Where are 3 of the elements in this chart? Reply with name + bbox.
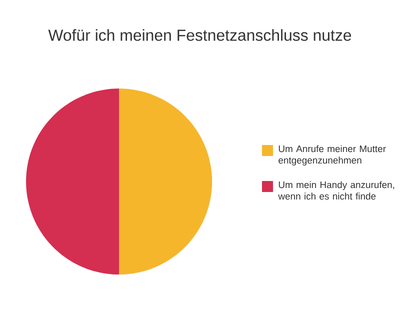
chart-title: Wofür ich meinen Festnetzanschluss nutze	[48, 29, 352, 41]
legend-label: Um Anrufe meiner Mutter entgegenzunehmen	[278, 145, 386, 166]
legend-label: Um mein Handy anzurufen, wenn ich es nicht finde	[278, 181, 394, 200]
